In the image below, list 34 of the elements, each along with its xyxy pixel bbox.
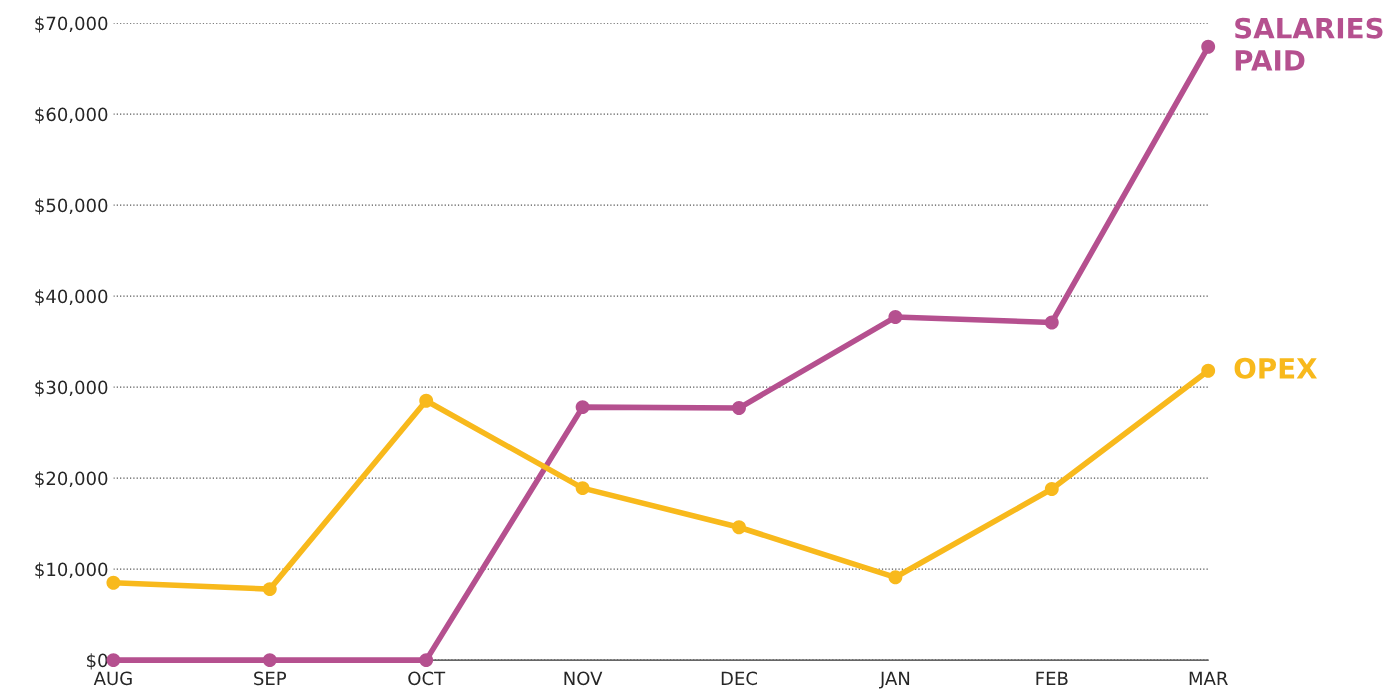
- y-tick-label: $0: [87, 653, 108, 670]
- point: [106, 575, 121, 590]
- x-tick-label: MAR: [1189, 671, 1228, 685]
- series-label: SALARIES PAID: [1235, 17, 1383, 71]
- point: [262, 582, 277, 597]
- x-tick-label: DEC: [721, 671, 757, 686]
- y-tick-label: $20,000: [35, 471, 108, 488]
- point: [1201, 39, 1216, 54]
- point: [1044, 315, 1059, 330]
- x-tick-label: SEP: [254, 671, 287, 686]
- point: [1044, 482, 1059, 496]
- y-tick-label: $40,000: [35, 289, 108, 306]
- y-tick-label: $30,000: [35, 380, 108, 397]
- x-tick-label: NOV: [564, 671, 603, 686]
- point: [106, 653, 121, 668]
- series-label: OPEX: [1234, 357, 1318, 379]
- point: [732, 401, 746, 415]
- point: [575, 481, 590, 496]
- point: [419, 393, 434, 408]
- point: [419, 653, 434, 668]
- point: [732, 520, 746, 535]
- point: [888, 570, 903, 585]
- point: [1201, 363, 1216, 378]
- y-tick-label: $10,000: [35, 562, 108, 579]
- x-tick-label: AUG: [93, 671, 132, 686]
- x-tick-label: JAN: [879, 671, 910, 689]
- x-tick-label: FEB: [1036, 671, 1068, 685]
- y-tick-label: $50,000: [35, 198, 108, 215]
- x-tick-label: OCT: [408, 671, 446, 686]
- point: [575, 400, 590, 415]
- point: [888, 310, 903, 324]
- y-tick-label: $60,000: [35, 107, 108, 124]
- point: [262, 653, 277, 668]
- y-tick-label: $70,000: [35, 16, 108, 33]
